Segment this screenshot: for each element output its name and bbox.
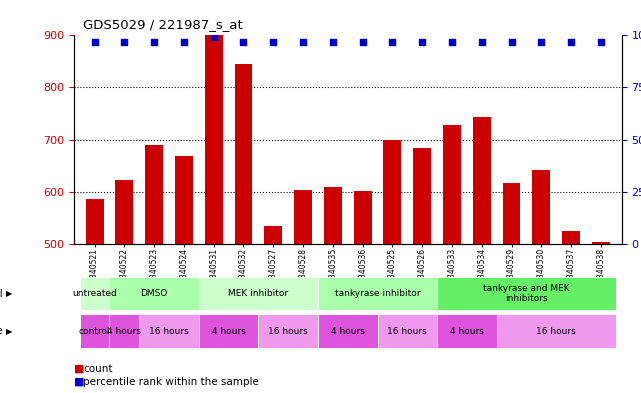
Bar (86, 199, 103, 244)
Bar (175, 156, 193, 244)
Bar (294, 190, 312, 244)
Bar (533, 170, 550, 244)
Text: ■: ■ (74, 377, 84, 387)
Bar (383, 140, 401, 244)
Bar (503, 183, 520, 244)
Point (90, 39, 100, 45)
Text: 4 hours: 4 hours (331, 327, 365, 336)
Bar (473, 117, 491, 244)
Point (447, 39, 457, 45)
Bar (235, 64, 253, 244)
Point (537, 39, 547, 45)
Text: ■: ■ (74, 364, 84, 374)
Text: control: control (79, 327, 110, 336)
Text: 4 hours: 4 hours (450, 327, 484, 336)
Point (387, 39, 397, 45)
Text: 4 hours: 4 hours (212, 327, 246, 336)
Text: ▶: ▶ (6, 327, 13, 336)
Text: 4 hours: 4 hours (108, 327, 141, 336)
Text: tankyrase and MEK
inhibitors: tankyrase and MEK inhibitors (483, 284, 570, 303)
Bar (264, 226, 282, 244)
Point (328, 39, 338, 45)
Text: 16 hours: 16 hours (387, 327, 427, 336)
Point (595, 39, 606, 45)
Point (566, 39, 576, 45)
Point (417, 39, 428, 45)
Text: percentile rank within the sample: percentile rank within the sample (83, 377, 259, 387)
Text: GDS5029 / 221987_s_at: GDS5029 / 221987_s_at (83, 18, 243, 31)
Bar (354, 191, 372, 244)
Point (358, 39, 368, 45)
Bar (204, 35, 222, 244)
Point (179, 39, 189, 45)
Text: 16 hours: 16 hours (269, 327, 308, 336)
Point (208, 34, 219, 40)
Point (298, 39, 308, 45)
Bar (562, 231, 580, 244)
Text: 16 hours: 16 hours (537, 327, 576, 336)
Bar (592, 242, 610, 244)
Point (477, 39, 487, 45)
Text: 16 hours: 16 hours (149, 327, 189, 336)
Text: untreated: untreated (72, 289, 117, 298)
Point (119, 39, 129, 45)
Bar (443, 125, 461, 244)
Text: protocol: protocol (0, 289, 3, 299)
Text: MEK inhibitor: MEK inhibitor (228, 289, 288, 298)
Bar (146, 145, 163, 244)
Point (506, 39, 517, 45)
Bar (413, 149, 431, 244)
Text: tankyrase inhibitor: tankyrase inhibitor (335, 289, 420, 298)
Bar (324, 187, 342, 244)
Point (238, 39, 249, 45)
Text: count: count (83, 364, 113, 374)
Point (268, 39, 278, 45)
Bar (115, 180, 133, 244)
Text: time: time (0, 326, 3, 336)
Text: ▶: ▶ (6, 289, 13, 298)
Text: DMSO: DMSO (140, 289, 168, 298)
Point (149, 39, 159, 45)
